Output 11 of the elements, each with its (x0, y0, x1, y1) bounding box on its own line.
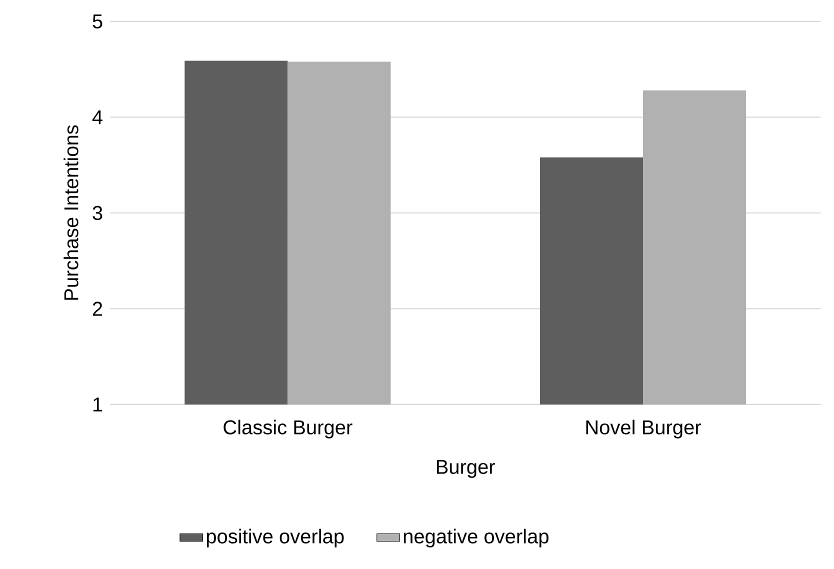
x-tick-label: Novel Burger (586, 420, 701, 438)
y-tick-label: 2 (92, 302, 102, 316)
legend-label: negative overlap (404, 528, 548, 548)
x-tick-label: Classic Burger (224, 420, 352, 438)
legend-label: positive overlap (206, 528, 344, 548)
y-axis-title: Purchase Intentions (64, 125, 78, 300)
y-tick-label: 1 (93, 398, 102, 412)
x-axis-title: Burger (436, 460, 495, 478)
y-tick-label: 5 (92, 14, 102, 28)
y-tick-label: 4 (92, 110, 102, 124)
y-tick-label: 3 (92, 206, 102, 220)
